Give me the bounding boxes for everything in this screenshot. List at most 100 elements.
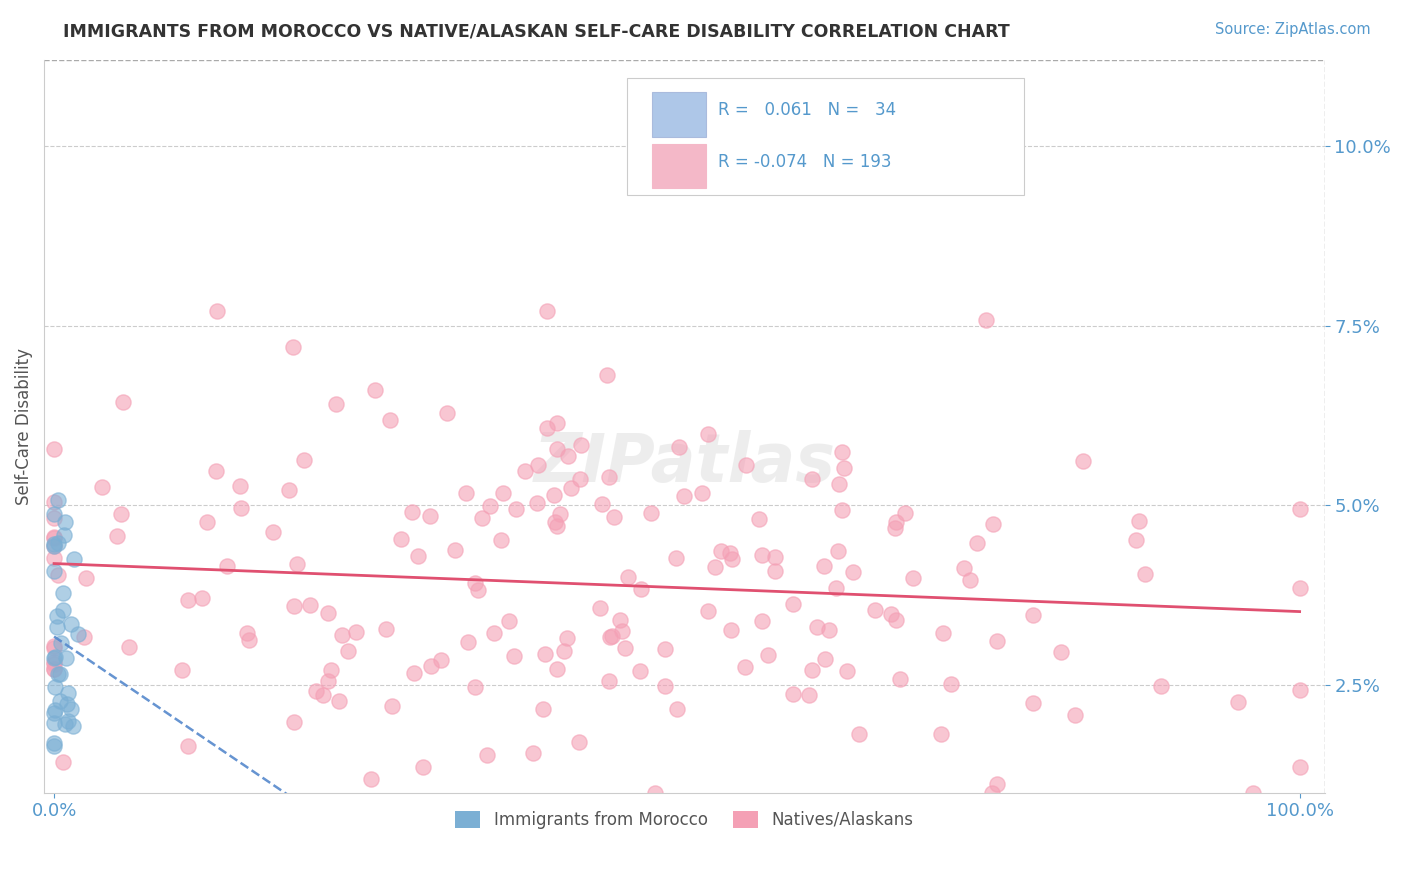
Point [285, 558, 308, 572]
Point [531, 702, 554, 716]
Point [546, 416, 568, 430]
Point [720, 623, 742, 637]
Point [73, 631, 96, 645]
Point [42, 511, 65, 525]
Point [45, 609, 67, 624]
Point [49, 694, 72, 708]
Point [467, 583, 489, 598]
Point [628, 665, 651, 679]
Point [53, 515, 76, 529]
Point [42, 662, 65, 676]
Point [614, 640, 637, 655]
Point [42, 539, 65, 553]
Point [974, 313, 997, 327]
Point [55, 717, 77, 731]
Point [1150, 680, 1173, 694]
Point [283, 340, 305, 354]
Point [665, 702, 688, 716]
Text: Source: ZipAtlas.com: Source: ZipAtlas.com [1215, 22, 1371, 37]
Point [1227, 695, 1250, 709]
Point [880, 607, 903, 621]
Point [763, 564, 786, 578]
Point [328, 693, 350, 707]
Point [205, 464, 228, 478]
Point [42, 651, 65, 665]
Point [59, 702, 82, 716]
Point [492, 485, 515, 500]
Text: R = -0.074   N = 193: R = -0.074 N = 193 [717, 153, 891, 171]
Point [591, 496, 613, 510]
Point [389, 532, 412, 546]
Point [205, 304, 228, 318]
Point [884, 516, 907, 530]
Point [1071, 454, 1094, 468]
Point [546, 442, 568, 456]
Y-axis label: Self-Care Disability: Self-Care Disability [15, 348, 32, 505]
Point [46, 536, 69, 550]
Point [569, 438, 592, 452]
Point [42, 655, 65, 669]
Point [710, 544, 733, 558]
Point [283, 599, 305, 613]
Point [560, 481, 582, 495]
Point [378, 413, 401, 427]
Point [1288, 683, 1310, 698]
Point [42, 531, 65, 545]
Point [1064, 708, 1087, 723]
Legend: Immigrants from Morocco, Natives/Alaskans: Immigrants from Morocco, Natives/Alaskan… [449, 804, 920, 836]
Point [548, 507, 571, 521]
Point [782, 597, 804, 611]
Point [263, 524, 285, 539]
Point [305, 684, 328, 698]
Point [312, 688, 335, 702]
Point [544, 515, 567, 529]
Point [751, 614, 773, 628]
Point [42, 662, 65, 676]
Point [55, 651, 77, 665]
Point [49, 667, 72, 681]
Point [557, 449, 579, 463]
Point [894, 506, 917, 520]
Point [278, 483, 301, 497]
Point [553, 643, 575, 657]
Point [42, 442, 65, 456]
Point [825, 581, 848, 595]
Point [336, 643, 359, 657]
Point [491, 533, 513, 547]
Point [464, 681, 486, 695]
Point [1022, 608, 1045, 623]
Point [953, 560, 976, 574]
Point [42, 715, 65, 730]
Point [1128, 514, 1150, 528]
Point [966, 535, 988, 549]
Point [66, 627, 89, 641]
Point [46, 666, 69, 681]
Point [800, 473, 823, 487]
Point [42, 657, 65, 671]
Point [546, 519, 568, 533]
Point [515, 464, 537, 478]
Point [884, 521, 907, 535]
Point [420, 659, 443, 673]
Point [599, 630, 621, 644]
Point [229, 479, 252, 493]
Point [482, 625, 505, 640]
Point [797, 689, 820, 703]
Point [231, 501, 253, 516]
Point [283, 715, 305, 730]
Point [457, 635, 479, 649]
Point [763, 549, 786, 564]
Point [105, 528, 128, 542]
Point [176, 593, 198, 607]
Point [533, 648, 555, 662]
Point [44, 650, 66, 665]
Point [939, 677, 962, 691]
Point [62, 552, 84, 566]
FancyBboxPatch shape [627, 78, 1024, 195]
Point [444, 542, 467, 557]
Point [596, 368, 619, 383]
Point [665, 551, 688, 566]
FancyBboxPatch shape [652, 144, 706, 188]
Point [42, 640, 65, 654]
Point [76, 571, 98, 585]
